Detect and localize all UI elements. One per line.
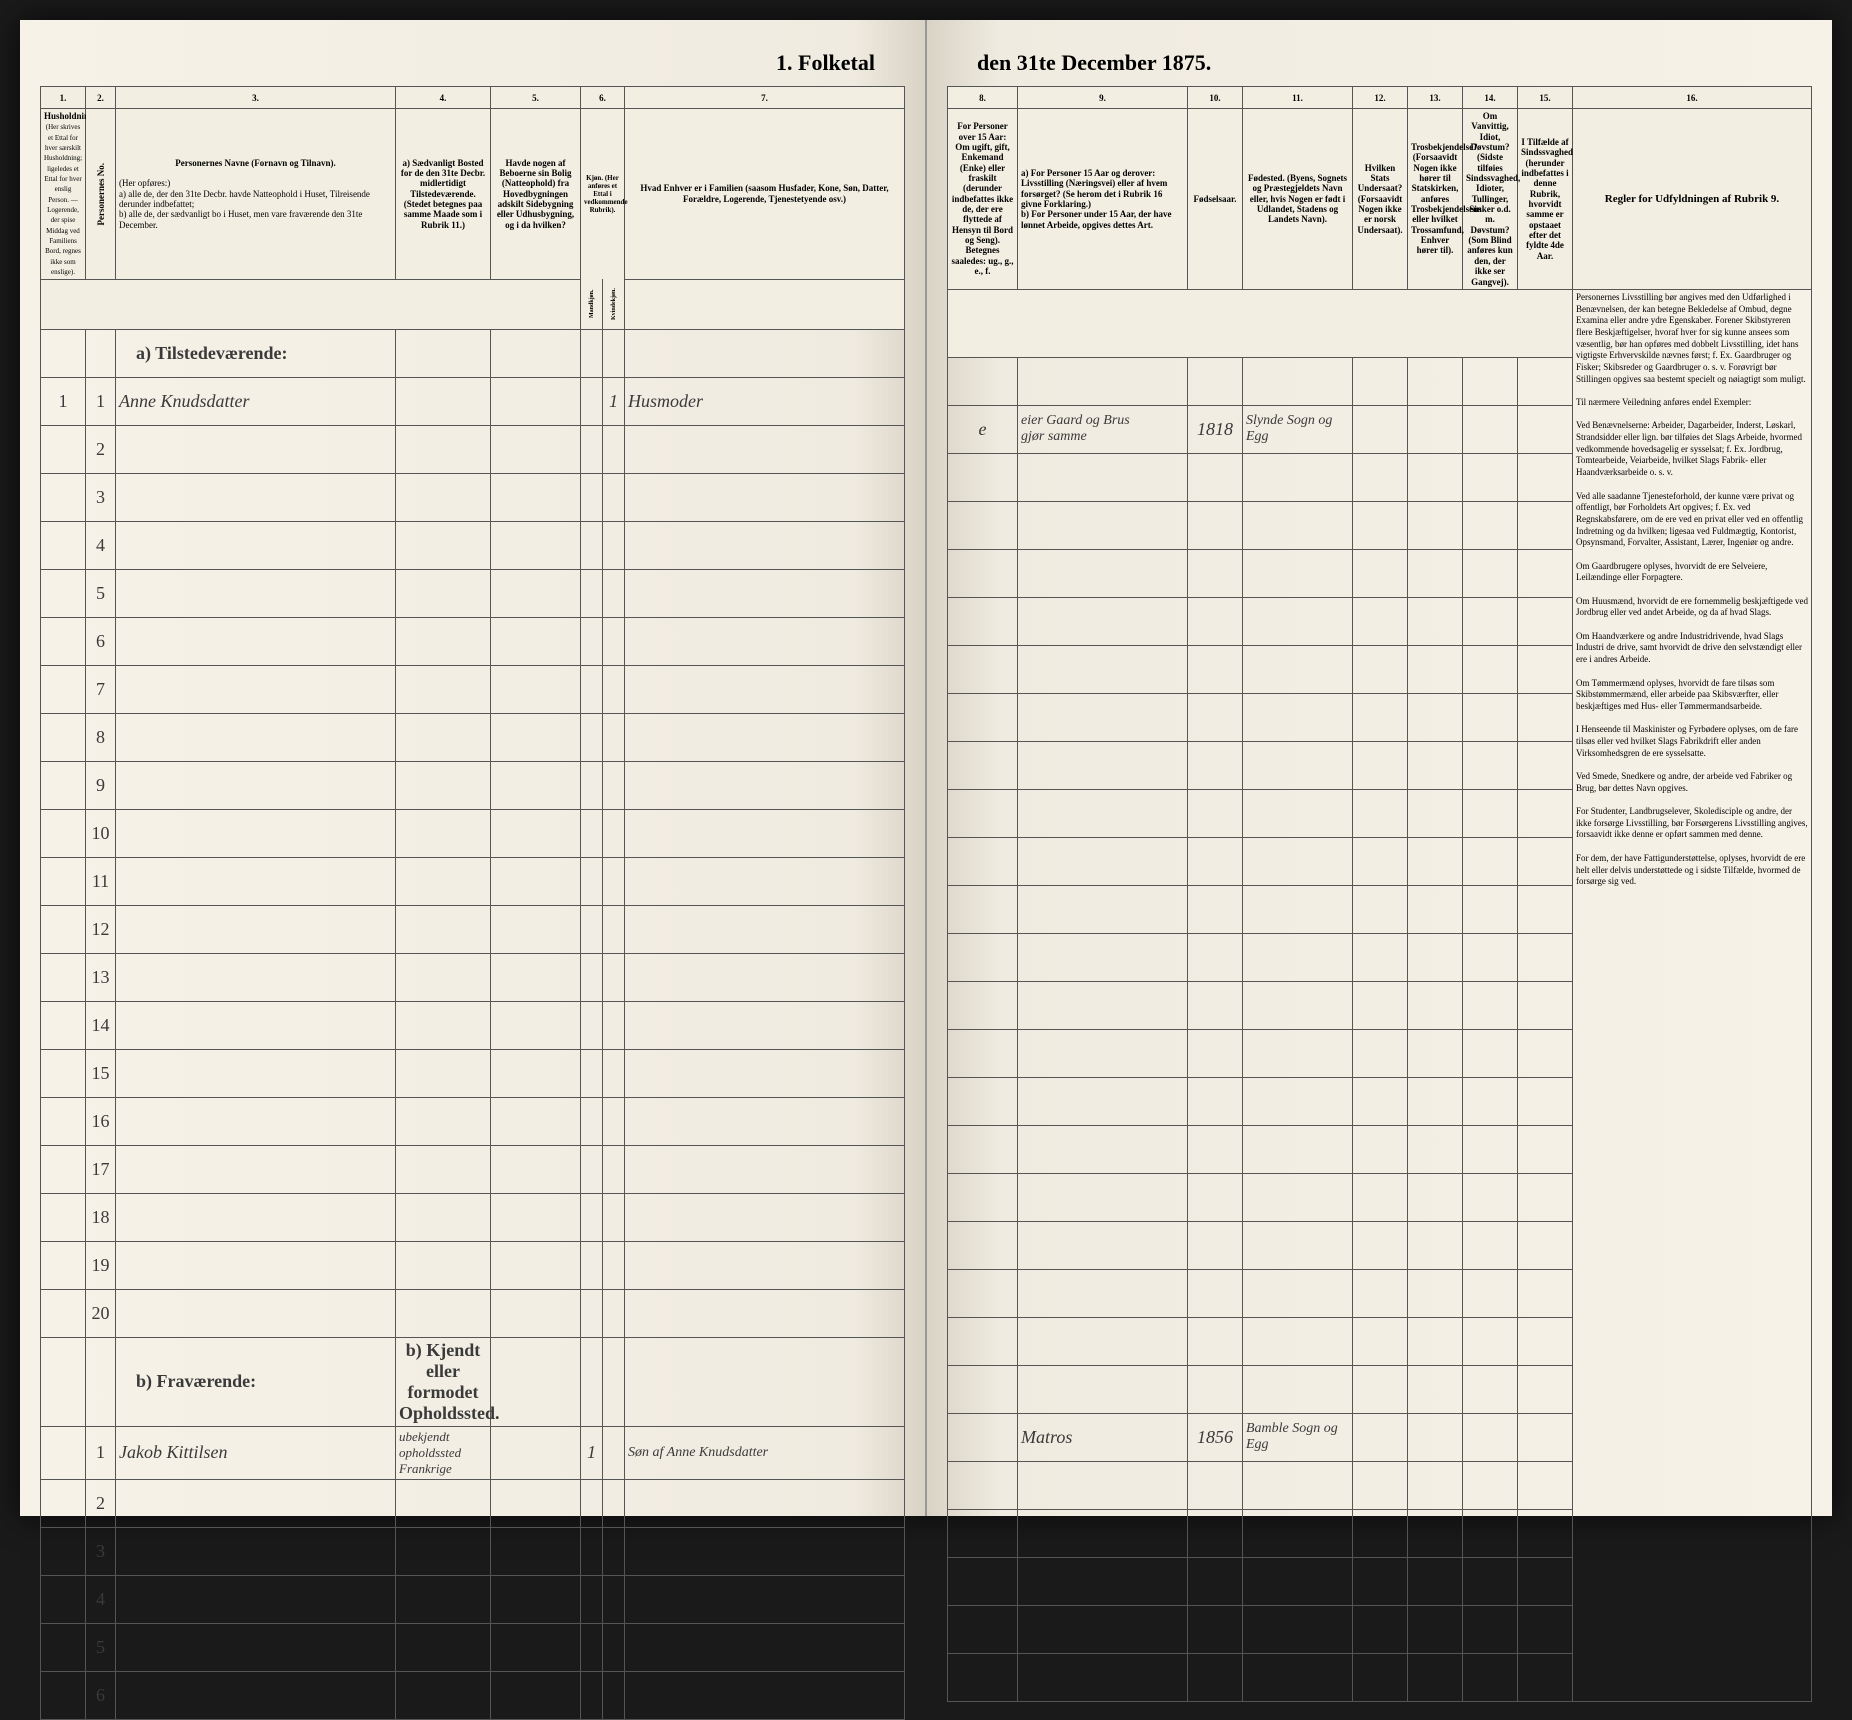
colnum: 12. [1353,87,1408,109]
header-9: a) For Personer 15 Aar og derover: Livss… [1018,109,1188,290]
colnum: 2. [86,87,116,109]
section-a: a) Tilstedeværende: [116,329,396,377]
left-page: 1. Folketal 1. 2. 3. 4. 5. 6. 7. Hushold… [20,20,927,1516]
right-page: den 31te December 1875. 8. 9. 10. 11. 12… [927,20,1832,1516]
title-left: 1. Folketal [40,50,905,76]
header-7: Hvad Enhver er i Familien (saasom Husfad… [625,109,905,280]
header-15: I Tilfælde af Sindssvaghed (herunder ind… [1518,109,1573,290]
colnum: 6. [581,87,625,109]
colnum: 9. [1018,87,1188,109]
header-2: Personernes No. [86,109,116,280]
name: Jakob Kittilsen [116,1426,396,1479]
colnum: 8. [948,87,1018,109]
colnum: 10. [1188,87,1243,109]
colnum: 7. [625,87,905,109]
name: Anne Knudsdatter [116,377,396,425]
header-6b: Kvindekjøn. [603,279,625,329]
book-spread: 1. Folketal 1. 2. 3. 4. 5. 6. 7. Hushold… [20,20,1832,1516]
title-right: den 31te December 1875. [947,50,1812,76]
left-table: 1. 2. 3. 4. 5. 6. 7. Husholdninger.(Her … [40,86,905,1720]
header-1: Husholdninger.(Her skrives et Ettal for … [41,109,86,280]
header-11: Fødested. (Byens, Sognets og Præstegjeld… [1243,109,1353,290]
colnum: 16. [1573,87,1812,109]
sub-b: b) Kjendt eller formodet Opholdssted. [396,1337,491,1426]
colnum: 3. [116,87,396,109]
colnum: 14. [1463,87,1518,109]
header-5: Havde nogen af Beboerne sin Bolig (Natte… [491,109,581,280]
instructions: Personernes Livsstilling bør angives med… [1573,289,1812,1701]
colnum: 1. [41,87,86,109]
colnum: 13. [1408,87,1463,109]
section-b: b) Fraværende: [116,1337,396,1426]
colnum: 5. [491,87,581,109]
header-13: Trosbekjendelse? (Forsaavidt Nogen ikke … [1408,109,1463,290]
header-4: a) Sædvanligt Bosted for de den 31te Dec… [396,109,491,280]
header-3: Personernes Navne (Fornavn og Tilnavn).(… [116,109,396,280]
header-16: Regler for Udfyldningen af Rubrik 9. [1573,109,1812,290]
colnum: 11. [1243,87,1353,109]
header-12: Hvilken Stats Undersaat? (Forsaavidt Nog… [1353,109,1408,290]
header-10: Fødselsaar. [1188,109,1243,290]
colnum: 15. [1518,87,1573,109]
right-table: 8. 9. 10. 11. 12. 13. 14. 15. 16. For Pe… [947,86,1812,1702]
header-8: For Personer over 15 Aar: Om ugift, gift… [948,109,1018,290]
header-6: Kjøn. (Her anføres et Ettal i vedkommend… [581,109,625,280]
header-6a: Mandkjøn. [581,279,603,329]
row-present-1: 1 1 Anne Knudsdatter 1 Husmoder [41,377,905,425]
row-absent-1: 1 Jakob Kittilsen ubekjendt opholdssted … [41,1426,905,1479]
colnum: 4. [396,87,491,109]
header-14: Om Vanvittig, Idiot, Døvstum? (Sidste ti… [1463,109,1518,290]
